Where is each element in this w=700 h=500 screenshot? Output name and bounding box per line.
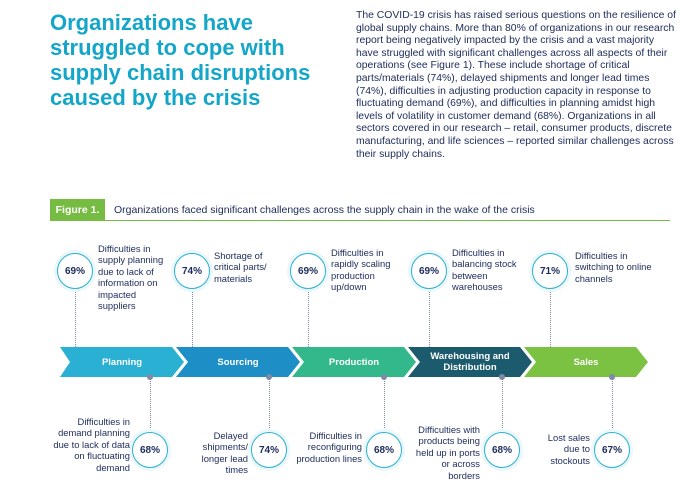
- stage-production: Production: [292, 347, 416, 377]
- stage-warehousing-distribution: Warehousing and Distribution: [408, 347, 532, 377]
- stage-sales: Sales: [524, 347, 648, 377]
- figure-rule: [105, 220, 670, 221]
- challenge-label: Difficulties in supply planning due to l…: [98, 243, 164, 312]
- challenge-label: Delayed shipments/ longer lead times: [201, 430, 248, 476]
- stat-circle: 68%: [132, 432, 168, 468]
- challenge-label: Difficulties in balancing stock between …: [452, 247, 517, 293]
- challenge-label: Difficulties in reconfiguring production…: [296, 430, 362, 464]
- challenge-label: Lost sales due to stockouts: [547, 432, 590, 466]
- figure-label: Figure 1.: [50, 199, 105, 221]
- challenge-label: Difficulties in rapidly scaling producti…: [331, 247, 391, 293]
- stage-planning: Planning: [60, 347, 184, 377]
- stat-circle: 74%: [251, 432, 287, 468]
- connector-dot: [381, 374, 387, 380]
- stat-circle: 69%: [290, 253, 326, 289]
- stat-circle: 68%: [484, 432, 520, 468]
- stage-label: Sales: [573, 356, 599, 368]
- stage-label: Warehousing and Distribution: [430, 351, 510, 373]
- stage-label: Production: [328, 356, 380, 368]
- stage-sourcing: Sourcing: [176, 347, 300, 377]
- connector-line: [429, 289, 430, 349]
- challenge-label: Shortage of critical parts/ materials: [214, 250, 267, 284]
- connector-line: [75, 289, 76, 349]
- stat-circle: 68%: [366, 432, 402, 468]
- connector-line: [502, 378, 503, 432]
- stage-label: Sourcing: [217, 356, 259, 368]
- stat-circle: 69%: [57, 253, 93, 289]
- connector-line: [384, 378, 385, 432]
- challenge-label: Difficulties in demand planning due to l…: [53, 416, 130, 473]
- challenge-label: Difficulties in switching to online chan…: [575, 250, 652, 284]
- figure-header: Figure 1. Organizations faced significan…: [50, 199, 670, 221]
- stat-circle: 69%: [411, 253, 447, 289]
- headline: Organizations have struggled to cope wit…: [50, 10, 311, 110]
- intro-paragraph: The COVID-19 crisis has raised serious q…: [356, 10, 676, 160]
- connector-dot: [266, 374, 272, 380]
- connector-line: [192, 289, 193, 349]
- connector-line: [612, 378, 613, 432]
- stat-circle: 74%: [174, 253, 210, 289]
- connector-line: [550, 289, 551, 349]
- connector-dot: [609, 374, 615, 380]
- connector-line: [308, 289, 309, 349]
- stat-circle: 71%: [532, 253, 568, 289]
- connector-dot: [499, 374, 505, 380]
- challenge-label: Difficulties with products being held up…: [415, 424, 480, 481]
- stage-label: Planning: [101, 356, 143, 368]
- connector-line: [269, 378, 270, 432]
- connector-line: [150, 378, 151, 432]
- connector-dot: [147, 374, 153, 380]
- figure-title: Organizations faced significant challeng…: [114, 204, 535, 216]
- stat-circle: 67%: [594, 432, 630, 468]
